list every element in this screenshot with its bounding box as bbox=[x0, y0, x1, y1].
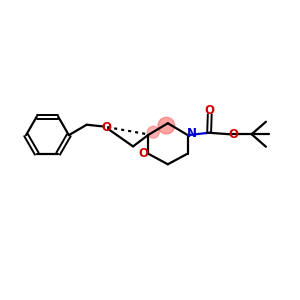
Text: O: O bbox=[205, 104, 215, 117]
Text: O: O bbox=[139, 147, 148, 160]
Circle shape bbox=[147, 126, 159, 138]
Text: N: N bbox=[187, 127, 196, 140]
Circle shape bbox=[158, 117, 175, 134]
Text: O: O bbox=[101, 121, 111, 134]
Text: O: O bbox=[228, 128, 238, 141]
